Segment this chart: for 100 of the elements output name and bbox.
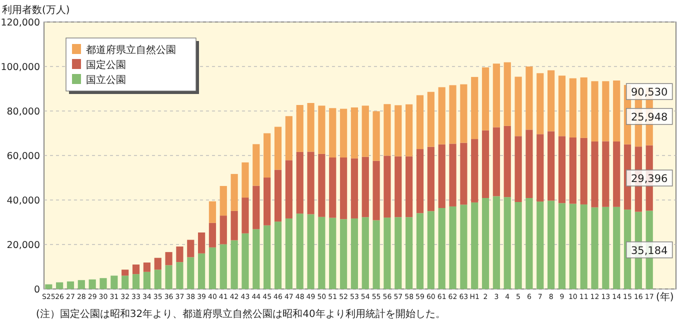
bar bbox=[384, 218, 391, 289]
x-axis-title: (年) bbox=[656, 291, 674, 303]
bar bbox=[406, 217, 413, 289]
bar bbox=[536, 134, 544, 202]
bar bbox=[208, 247, 216, 289]
bar bbox=[176, 246, 184, 262]
bar bbox=[88, 279, 96, 289]
bar bbox=[514, 202, 522, 289]
y-tick-label: 100,000 bbox=[0, 62, 40, 73]
bar bbox=[154, 258, 162, 270]
bar bbox=[558, 76, 566, 136]
bar bbox=[504, 62, 511, 126]
bar bbox=[176, 262, 184, 289]
bar bbox=[350, 158, 358, 218]
bar bbox=[122, 270, 129, 276]
bar bbox=[416, 213, 424, 289]
bar bbox=[613, 206, 620, 289]
bar bbox=[471, 76, 478, 140]
bar bbox=[569, 137, 576, 204]
bar bbox=[143, 272, 150, 289]
bar bbox=[613, 80, 620, 142]
bar bbox=[45, 284, 52, 289]
bar bbox=[220, 216, 227, 244]
bar bbox=[165, 265, 172, 289]
bar bbox=[264, 178, 271, 226]
bar bbox=[230, 240, 238, 289]
y-axis-title: 利用者数(万人) bbox=[2, 4, 70, 16]
bar bbox=[602, 206, 610, 289]
bar bbox=[362, 217, 369, 289]
bar bbox=[492, 127, 500, 196]
bar bbox=[449, 85, 456, 144]
y-tick-label: 20,000 bbox=[6, 240, 40, 251]
bar bbox=[242, 233, 249, 289]
bar bbox=[187, 240, 194, 258]
bar bbox=[264, 133, 271, 178]
data-label: 29,396 bbox=[630, 173, 668, 186]
bar bbox=[230, 210, 238, 240]
bar bbox=[548, 131, 555, 201]
legend-label: 国定公園 bbox=[86, 59, 126, 71]
bar bbox=[514, 136, 522, 202]
bar bbox=[132, 274, 140, 289]
bar bbox=[471, 139, 478, 202]
bar bbox=[394, 217, 402, 289]
bar bbox=[602, 81, 610, 142]
bar bbox=[504, 197, 511, 289]
bar bbox=[110, 276, 118, 289]
bar bbox=[285, 160, 292, 218]
bar bbox=[526, 66, 533, 130]
text: (注）国定公園は昭和32年より、都道府県立自然公園は昭和40年より利用統計を開始した。 bbox=[36, 308, 446, 320]
bar bbox=[329, 158, 336, 218]
bar bbox=[318, 216, 326, 289]
bar bbox=[274, 126, 282, 170]
bar bbox=[526, 130, 533, 198]
bar bbox=[198, 253, 206, 289]
bar bbox=[307, 152, 314, 214]
bar bbox=[220, 186, 227, 216]
bar bbox=[449, 144, 456, 206]
bar bbox=[274, 170, 282, 222]
bar bbox=[449, 206, 456, 289]
bar bbox=[307, 102, 314, 152]
bar bbox=[350, 218, 358, 289]
bar bbox=[220, 244, 227, 289]
bar bbox=[296, 152, 304, 214]
bar bbox=[580, 77, 588, 138]
bar bbox=[208, 222, 216, 248]
bar bbox=[460, 142, 468, 205]
data-label: 35,184 bbox=[630, 244, 668, 257]
bar bbox=[384, 104, 391, 156]
bar bbox=[394, 156, 402, 218]
bar bbox=[492, 196, 500, 289]
bar bbox=[504, 126, 511, 198]
bar bbox=[372, 220, 380, 289]
y-tick-label: 80,000 bbox=[6, 106, 40, 118]
y-tick-label: 40,000 bbox=[6, 196, 40, 206]
bar bbox=[329, 218, 336, 289]
bar bbox=[143, 262, 150, 272]
bar bbox=[340, 219, 348, 289]
bar bbox=[558, 136, 566, 204]
bar bbox=[318, 106, 326, 154]
bar bbox=[406, 104, 413, 156]
bar bbox=[526, 198, 533, 289]
bar bbox=[242, 162, 249, 198]
bar bbox=[384, 156, 391, 218]
bar bbox=[318, 154, 326, 217]
legend-label: 都道府県立自然公園 bbox=[86, 44, 176, 56]
bar bbox=[340, 158, 348, 220]
bar bbox=[548, 70, 555, 132]
bar bbox=[427, 92, 434, 147]
bar bbox=[602, 141, 610, 207]
bar bbox=[296, 104, 304, 152]
y-tick-label: 0 bbox=[34, 284, 40, 296]
bar bbox=[78, 280, 85, 289]
bar bbox=[438, 208, 446, 289]
bar bbox=[460, 84, 468, 143]
bar bbox=[427, 146, 434, 212]
bar bbox=[252, 229, 260, 289]
bar bbox=[406, 156, 413, 218]
bar bbox=[460, 204, 468, 289]
legend-label: 国立公園 bbox=[86, 74, 126, 86]
bar bbox=[252, 186, 260, 230]
